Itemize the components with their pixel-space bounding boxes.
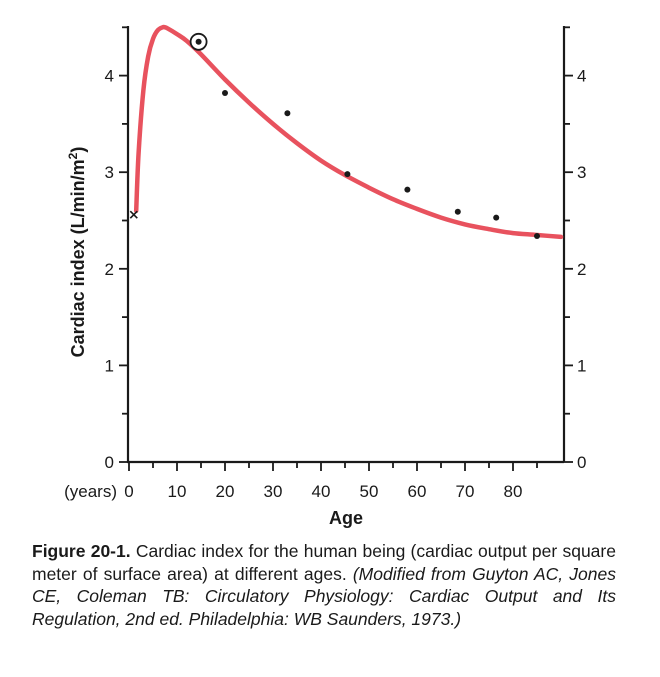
y-tick-label-left: 0 [105, 453, 114, 472]
data-point [344, 171, 351, 178]
caption-label: Figure 20-1. [32, 541, 131, 561]
y-axis-title: Cardiac index (L/min/m2) [66, 147, 88, 358]
x-tick-label: 60 [408, 482, 427, 501]
y-tick-label-left: 4 [105, 67, 114, 86]
y-tick-label-left: 2 [105, 260, 114, 279]
data-point [222, 89, 228, 96]
x-tick-label: 40 [312, 482, 331, 501]
y-tick-label-right: 2 [577, 260, 586, 279]
x-tick-label: 10 [168, 482, 187, 501]
axes [126, 26, 566, 464]
x-tick-label: 50 [360, 482, 379, 501]
x-axis-title: Age [329, 508, 363, 528]
y-axis-title-close: ) [68, 147, 88, 153]
y-tick-label-left: 3 [105, 163, 114, 182]
y-axis-title-main: Cardiac index (L/min/m [68, 159, 88, 357]
data-point [454, 208, 461, 215]
y-tick-label-right: 1 [577, 356, 586, 375]
curve-layer [133, 24, 564, 240]
x-tick-label: 0 [124, 482, 133, 501]
cardiac-index-chart: 0 01 12 23 34 40 10 20 30 40 50 60 70 80 Age (years) … [64, 24, 587, 528]
x-tick-label: 30 [264, 482, 283, 501]
caption-source: (Modified from Guyton AC, Jones CE, Cole… [32, 563, 616, 629]
y-axis-title-superscript: 2 [66, 152, 80, 159]
data-point [404, 186, 411, 193]
y-tick-label-left: 1 [105, 356, 114, 375]
x-unit-label: (years) [64, 482, 117, 501]
cross-marker [129, 210, 138, 219]
data-point [493, 214, 500, 221]
tick-labels: 0 01 12 23 34 40 10 20 30 40 50 60 70 80 [105, 67, 587, 501]
x-tick-label: 70 [456, 482, 475, 501]
caption-text: Cardiac index for the human being (cardi… [32, 541, 616, 584]
figure-caption: Figure 20-1. Cardiac index for the human… [32, 540, 616, 630]
x-tick-label: 20 [216, 482, 235, 501]
data-point [284, 110, 291, 117]
data-points [129, 32, 540, 239]
x-tick-label: 80 [504, 482, 523, 501]
fitted-curve [133, 24, 564, 240]
y-tick-label-right: 3 [577, 163, 586, 182]
tick-marks [119, 26, 573, 471]
data-point [534, 232, 540, 239]
y-tick-label-right: 0 [577, 453, 586, 472]
circled-dot-marker-center [195, 38, 202, 45]
y-tick-label-right: 4 [577, 67, 586, 86]
